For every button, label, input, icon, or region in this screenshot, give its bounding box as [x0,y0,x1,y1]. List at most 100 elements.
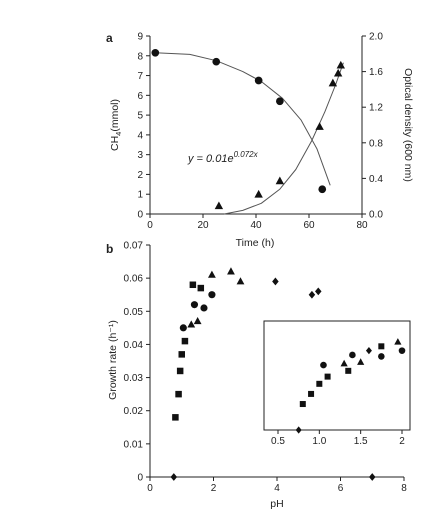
triangle-point [208,270,216,278]
y-tick-label: 7 [137,71,143,82]
inset-x-tick-label: 1.0 [312,436,326,447]
ylabel-main: CH [109,136,121,151]
ch4-point [276,97,284,106]
od-point [336,60,345,69]
inset-triangle-point [357,358,365,365]
panel-b-plot: 0 0.01 0.02 0.03 0.04 0.05 0.06 0.07 0 2 4 6 8 [124,241,408,495]
x-tick-label: 20 [197,220,209,231]
ch4-point [212,57,221,66]
y2-tick-label: 2.0 [369,32,383,43]
inset-circle-point [378,353,385,360]
diamond-point [308,290,316,299]
triangle-point [193,317,202,325]
x-tick-label: 60 [303,220,315,231]
fit-equation: y = 0.01e0.072x [187,150,259,165]
circle-point [190,301,199,309]
equation-exponent: 0.072x [234,150,259,159]
square-point [197,284,205,292]
triangle-point [187,320,196,328]
y-tick-label: 0.03 [124,373,144,384]
od-point [328,78,338,87]
inset-triangle-point [394,338,402,345]
panel-b-inset: 0.5 1.0 1.5 2 [263,320,411,447]
x-tick-label: 80 [356,220,368,231]
square-point [172,414,179,421]
inset-circle-point [349,351,356,359]
equation-main: y = 0.01e [187,153,234,165]
x-tick-label: 40 [250,220,262,231]
od-point [214,201,224,210]
y-tick-label: 4 [137,130,143,141]
y2-tick-label: 0.0 [369,210,383,221]
triangle-point [236,277,245,285]
triangle-point [227,267,235,275]
panel-b-label: b [106,242,113,256]
inset-square-point [324,373,331,380]
x-tick-label: 0 [147,483,153,494]
y-tick-label: 1 [137,190,143,201]
panel-a-x-axis-title: Time (h) [236,237,275,249]
inset-diamond-point [365,347,372,355]
x-tick-label: 8 [401,483,407,494]
inset-x-tick-label: 1.5 [354,436,368,447]
od-fit-curve [224,62,344,215]
diamond-point [272,277,279,286]
od-point [333,68,343,77]
y-tick-label: 3 [137,150,143,161]
diamond-point [369,473,376,481]
y-tick-label: 8 [137,51,143,62]
y-tick-label: 0.04 [124,340,144,351]
diamond-point [170,473,178,481]
y-tick-label: 0.07 [124,241,144,252]
y2-tick-label: 1.6 [369,67,383,78]
circle-point [200,304,208,312]
y-tick-label: 5 [137,111,143,122]
square-point [176,367,184,375]
square-point [181,337,189,345]
inset-square-point [299,401,306,408]
panel-b-x-axis-title: pH [270,498,283,510]
circle-point [208,291,216,299]
inset-square-point [316,380,323,387]
od-point [254,189,263,198]
square-point [178,351,185,358]
y-tick-label: 6 [137,91,143,102]
ch4-point [151,48,160,57]
inset-frame [263,320,411,431]
y2-tick-label: 1.2 [369,103,383,114]
panel-a-plot: 0 1 2 3 4 5 6 7 8 9 0.0 0.4 0.8 1.2 1.6 2.0 0 20 40 60 80 [137,32,383,232]
y-tick-label: 2 [137,170,143,181]
y-tick-label: 0 [137,210,143,221]
y2-tick-label: 0.8 [369,138,383,149]
circle-point [179,324,187,332]
inset-square-point [345,367,352,374]
panel-a-label: a [106,31,113,45]
x-tick-label: 2 [211,483,217,494]
panel-a-y-axis-title: CH4(mmol) [109,99,123,151]
od-point [275,176,285,185]
x-tick-label: 6 [338,483,344,494]
inset-x-tick-label: 0.5 [271,436,285,447]
y-tick-label: 0 [137,473,143,484]
y-tick-label: 0.02 [124,406,144,417]
inset-square-point [308,390,315,397]
ch4-point [318,185,327,194]
y-tick-label: 0.06 [124,274,144,285]
inset-x-tick-label: 2 [399,436,405,447]
panel-a-y2-axis-title: Optical density (600 nm) [402,68,414,182]
inset-circle-point [320,361,327,369]
ylabel-tail: (mmol) [109,99,121,132]
panel-b-y-axis-title: Growth rate (h⁻¹) [107,320,119,400]
inset-diamond-point [295,426,302,434]
y-tick-label: 9 [137,32,143,43]
od-point [315,122,324,130]
diamond-point [315,287,322,296]
ch4-fit-curve [155,52,331,186]
ylabel-sub: 4 [114,132,123,136]
inset-square-point [378,343,385,350]
inset-triangle-point [340,359,348,367]
inset-circle-point [398,347,406,354]
x-tick-label: 0 [147,220,153,231]
y2-tick-label: 0.4 [369,174,383,185]
